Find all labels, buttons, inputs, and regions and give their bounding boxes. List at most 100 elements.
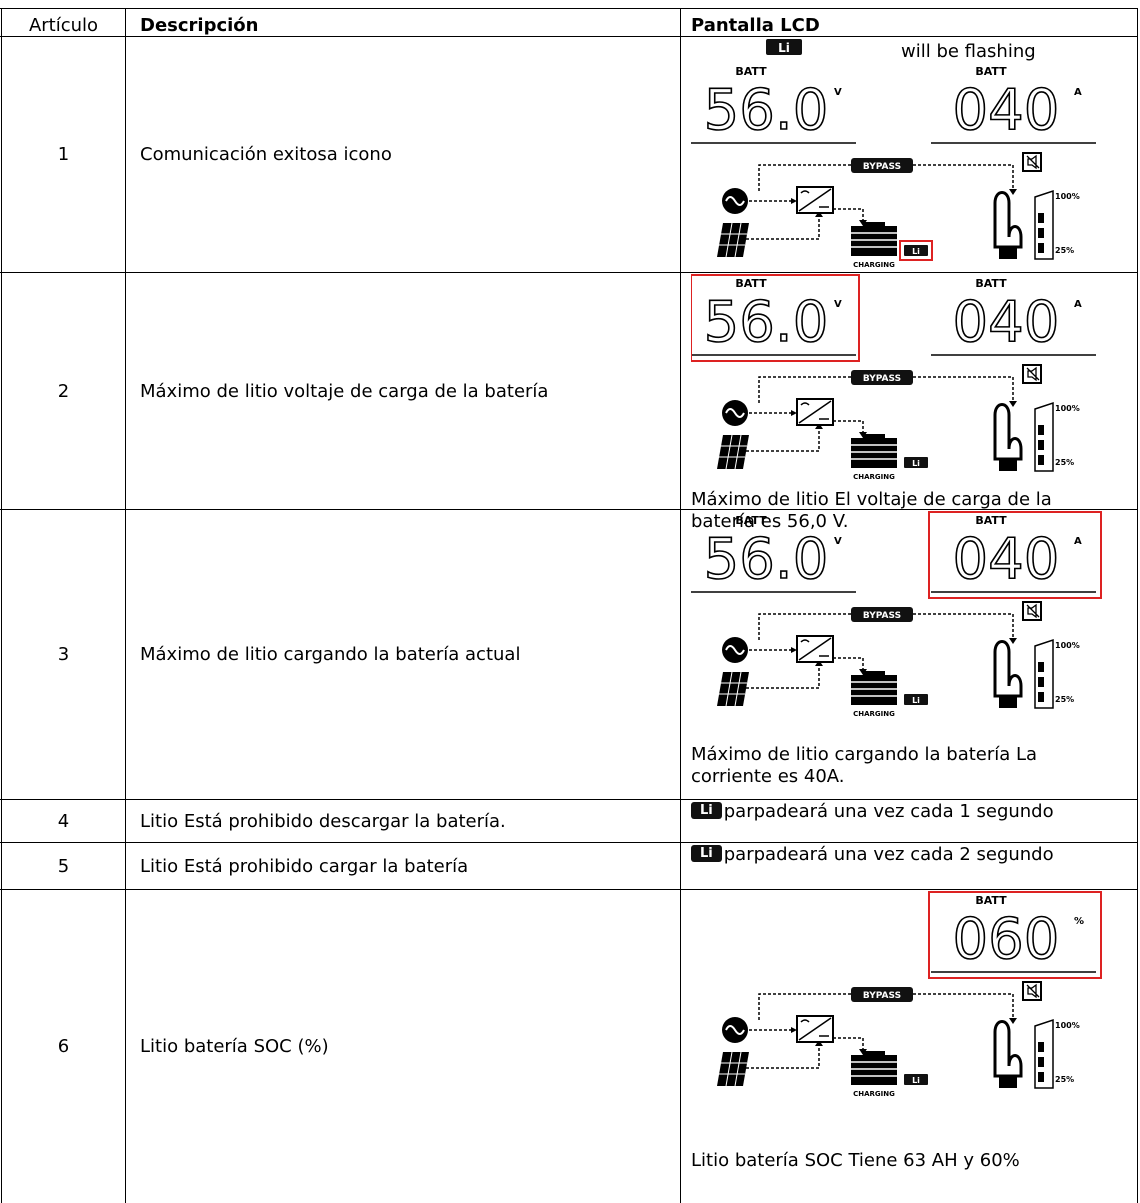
highlight-box: [928, 511, 1102, 599]
lcd-unit: %: [1074, 916, 1084, 927]
li-icon: Li: [691, 845, 722, 862]
bulb-base: [999, 1076, 1017, 1088]
note-text: parpadeará una vez cada 2 segundo: [723, 844, 1054, 865]
load-high: 100%: [1055, 404, 1080, 413]
battery-icon: [851, 226, 897, 256]
lcd-reading: 56.0: [704, 78, 829, 143]
li-tag: [904, 457, 928, 468]
load-gauge: [1034, 189, 1054, 260]
bypass-label: BYPASS: [863, 374, 901, 384]
description: Comunicación exitosa icono: [140, 144, 392, 165]
battery-stripes: [851, 1061, 897, 1077]
li-tag-label: Li: [912, 459, 920, 468]
table-row: 5 Litio Está prohibido cargar la batería L…: [0, 842, 1138, 889]
load-gauge: [1034, 1018, 1054, 1089]
bulb-base: [999, 696, 1017, 708]
item-cell: 1: [1, 37, 125, 272]
lcd-cell: Li will be flashing BATT 56.0 V BATT 040 A BYPAS…: [680, 37, 1138, 272]
item-number: 3: [57, 644, 70, 665]
battery-cap: [863, 1051, 885, 1055]
description: Máximo de litio voltaje de carga de la b…: [140, 380, 549, 402]
bypass-badge: [851, 158, 913, 173]
li-tag-label: Li: [912, 696, 920, 705]
lcd-cell: BATT 060% BYPASS CHARGING Li 100% 25% Litio bat…: [680, 890, 1138, 1203]
flow-line: [758, 613, 1014, 640]
bulb-base: [999, 459, 1017, 471]
item-number: 6: [57, 1036, 70, 1057]
bypass-badge: [851, 370, 913, 385]
lcd-note: Máximo de litio cargando la batería La c…: [691, 744, 1038, 787]
inverter-glyph: [798, 637, 832, 661]
lcd-label: BATT: [975, 514, 1007, 527]
mute-icon: [1022, 601, 1042, 621]
charging-label: CHARGING: [853, 473, 895, 481]
mute-glyph: [1026, 154, 1040, 170]
item-cell: 5: [1, 843, 125, 889]
load-high: 100%: [1055, 1021, 1080, 1030]
battery-cap: [863, 671, 885, 675]
flow-line: [746, 412, 864, 452]
mute-icon: [1022, 364, 1042, 384]
description: Litio batería SOC (%): [140, 1036, 329, 1057]
header-text: Artículo: [28, 15, 99, 36]
mute-glyph: [1026, 983, 1040, 999]
highlight-box: [928, 891, 1102, 979]
ac-wave: [725, 645, 745, 655]
mute-icon: [1022, 981, 1042, 1001]
load-low: 25%: [1055, 246, 1074, 255]
lcd-label: BATT: [735, 65, 767, 78]
lcd-cell: BATT 56.0 V BATT 040 A BYPASS CHARGING Li 100% 25%…: [680, 510, 1138, 799]
li-icon: Li: [691, 802, 722, 819]
inverter-glyph: [798, 188, 832, 212]
solar-icon: [717, 223, 749, 257]
item-number: 2: [57, 380, 70, 402]
header-cell: Pantalla LCD: [680, 9, 1138, 36]
lcd-cell: BATT 56.0 V BATT 040 A BYPASS CHARGING Li 100% 25%…: [680, 273, 1138, 532]
ac-wave: [725, 408, 745, 418]
load-low: 25%: [1055, 1075, 1074, 1084]
bulb-icon: [993, 640, 1023, 698]
bulb-icon: [993, 403, 1023, 461]
battery-icon: [851, 1055, 897, 1085]
item-cell: 2: [1, 273, 125, 509]
header-text: Descripción: [140, 15, 259, 36]
ac-wave: [725, 1025, 745, 1035]
lcd-label: BATT: [975, 277, 1007, 290]
battery-stripes: [851, 444, 897, 460]
solar-icon: [717, 672, 749, 706]
charging-label: CHARGING: [853, 1090, 895, 1098]
lcd-label: BATT: [975, 894, 1007, 907]
item-cell: 6: [1, 890, 125, 1203]
lcd-unit: A: [1074, 299, 1082, 310]
highlight-box: [691, 274, 860, 362]
mute-icon: [1022, 152, 1042, 172]
table-row: 2 Máximo de litio voltaje de carga de la …: [0, 272, 1138, 532]
lcd-unit: V: [834, 87, 842, 98]
flow-line: [758, 993, 1014, 1020]
battery-cap: [863, 222, 885, 226]
bypass-label: BYPASS: [863, 991, 901, 1001]
bulb-icon: [993, 1020, 1023, 1078]
bulb-base: [999, 247, 1017, 259]
li-tag: [904, 245, 928, 256]
li-tag: [904, 1074, 928, 1085]
flow-line: [758, 164, 1014, 191]
charging-label: CHARGING: [853, 261, 895, 269]
lcd-reading: 040: [953, 78, 1060, 143]
lcd-unit: A: [1074, 536, 1082, 547]
battery-icon: [851, 438, 897, 468]
flag-note: will be flashing: [901, 41, 1036, 62]
flow-line: [746, 200, 864, 240]
item-number: 1: [57, 144, 70, 165]
load-bars: [1038, 213, 1044, 253]
inverter-glyph: [798, 400, 832, 424]
lcd-reading: 040: [953, 290, 1060, 355]
solar-grid: [719, 434, 747, 470]
table-row: 3 Máximo de litio cargando la batería act…: [0, 509, 1138, 799]
